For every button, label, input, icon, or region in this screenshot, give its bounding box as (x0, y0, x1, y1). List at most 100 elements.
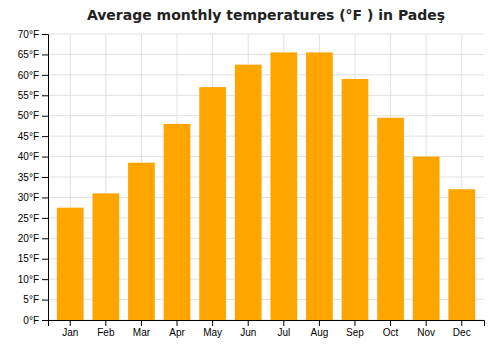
y-tick: 70°F (18, 29, 48, 40)
bar (306, 52, 333, 320)
y-tick: 5°F (23, 294, 48, 305)
y-tick: 25°F (18, 213, 48, 224)
x-tick: Sep (346, 320, 364, 338)
bar (235, 65, 262, 320)
y-grid-line (48, 95, 484, 96)
bar (413, 157, 440, 320)
x-tick: Jun (240, 320, 256, 338)
x-axis-line (49, 321, 485, 327)
y-tick-label: 55°F (18, 90, 39, 101)
y-tick-mark (42, 95, 48, 96)
y-tick: 0°F (23, 315, 48, 326)
y-tick-mark (42, 136, 48, 137)
bar (164, 124, 191, 320)
y-tick: 60°F (18, 70, 48, 81)
y-tick-label: 0°F (23, 315, 39, 326)
y-tick-mark (42, 177, 48, 178)
y-tick-mark (42, 259, 48, 260)
bar (342, 79, 369, 320)
y-tick-label: 5°F (23, 294, 39, 305)
x-tick: Jul (277, 320, 290, 338)
x-tick-mark (283, 320, 284, 326)
y-tick-label: 60°F (18, 70, 39, 81)
y-tick: 35°F (18, 172, 48, 183)
x-tick-label: Mar (133, 327, 151, 338)
y-tick-mark (42, 54, 48, 55)
bar (448, 189, 475, 320)
x-tick-mark (390, 320, 391, 326)
x-tick-label: May (203, 327, 222, 338)
y-tick-mark (42, 157, 48, 158)
x-tick-mark (461, 320, 462, 326)
y-tick-label: 40°F (18, 151, 39, 162)
x-tick-mark (141, 320, 142, 326)
x-tick-mark (248, 320, 249, 326)
x-tick: May (203, 320, 222, 338)
y-grid-line (48, 115, 484, 116)
bar (57, 208, 84, 320)
y-tick-mark (42, 75, 48, 76)
x-tick-mark (426, 320, 427, 326)
bar (377, 118, 404, 320)
y-grid-line (48, 34, 484, 35)
y-tick-mark (42, 197, 48, 198)
y-tick-label: 30°F (18, 192, 39, 203)
plot: 0°F 5°F 10°F 15°F 20°F 25°F 30°F 35°F 40°F 45°F 50… (18, 29, 485, 338)
x-tick: Feb (97, 320, 115, 338)
x-tick-mark (354, 320, 355, 326)
x-tick: Jan (62, 320, 78, 338)
y-tick-mark (42, 218, 48, 219)
x-tick-label: Oct (383, 327, 399, 338)
y-tick-mark (42, 116, 48, 117)
y-tick-mark (42, 320, 48, 321)
y-tick-label: 15°F (18, 253, 39, 264)
x-tick: Oct (383, 320, 399, 338)
x-axis: Jan Feb Mar Apr May Jun Jul Aug Sep Oct Nov Dec (49, 320, 485, 338)
x-tick-label: Aug (310, 327, 328, 338)
y-tick-label: 25°F (18, 213, 39, 224)
x-tick-label: Sep (346, 327, 364, 338)
x-tick-label: Feb (97, 327, 115, 338)
chart-container: 0°F 5°F 10°F 15°F 20°F 25°F 30°F 35°F 40°F 45°F 50… (0, 0, 500, 350)
y-tick-label: 70°F (18, 29, 39, 40)
y-grid-line (48, 54, 484, 55)
y-axis: 0°F 5°F 10°F 15°F 20°F 25°F 30°F 35°F 40°F 45°F 50… (18, 29, 49, 326)
y-tick-label: 10°F (18, 274, 39, 285)
y-tick-label: 20°F (18, 233, 39, 244)
x-tick-mark (212, 320, 213, 326)
x-tick-mark (177, 320, 178, 326)
x-tick-mark (70, 320, 71, 326)
x-tick-label: Jan (62, 327, 78, 338)
x-tick-label: Jun (240, 327, 256, 338)
x-tick: Mar (133, 320, 151, 338)
x-tick-label: Nov (417, 327, 435, 338)
y-tick: 65°F (18, 49, 48, 60)
bar (92, 193, 119, 320)
y-grid-line (48, 136, 484, 137)
y-tick-label: 45°F (18, 131, 39, 142)
title: Average monthly temperatures (°F ) in Pa… (87, 7, 445, 23)
x-tick: Nov (417, 320, 435, 338)
y-axis-line (42, 35, 49, 321)
y-grid-line (48, 74, 484, 75)
y-tick-mark (42, 34, 48, 35)
y-tick-mark (42, 300, 48, 301)
x-tick-label: Apr (169, 327, 185, 338)
grid (48, 34, 484, 320)
y-tick: 45°F (18, 131, 48, 142)
x-tick-mark (319, 320, 320, 326)
bar (199, 87, 226, 320)
y-tick: 15°F (18, 253, 48, 264)
y-tick: 30°F (18, 192, 48, 203)
y-tick: 20°F (18, 233, 48, 244)
bar (128, 163, 155, 320)
x-tick-mark (105, 320, 106, 326)
bars (57, 52, 475, 320)
y-tick-label: 65°F (18, 49, 39, 60)
y-tick-label: 35°F (18, 172, 39, 183)
y-tick: 55°F (18, 90, 48, 101)
x-tick-label: Dec (453, 327, 471, 338)
y-tick: 50°F (18, 110, 48, 121)
y-tick-mark (42, 238, 48, 239)
y-tick-mark (42, 279, 48, 280)
